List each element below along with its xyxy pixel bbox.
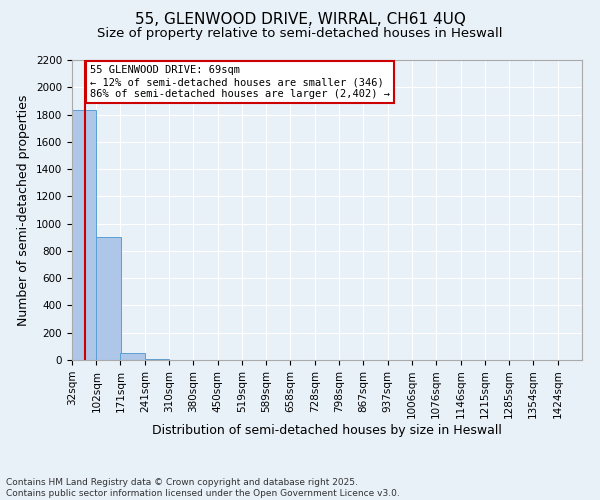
Bar xyxy=(97,238,121,360)
Text: Contains HM Land Registry data © Crown copyright and database right 2025.
Contai: Contains HM Land Registry data © Crown c… xyxy=(6,478,400,498)
Text: Size of property relative to semi-detached houses in Heswall: Size of property relative to semi-detach… xyxy=(97,28,503,40)
X-axis label: Distribution of semi-detached houses by size in Heswall: Distribution of semi-detached houses by … xyxy=(152,424,502,437)
Text: 55, GLENWOOD DRIVE, WIRRAL, CH61 4UQ: 55, GLENWOOD DRIVE, WIRRAL, CH61 4UQ xyxy=(134,12,466,28)
Bar xyxy=(121,353,145,360)
Text: 55 GLENWOOD DRIVE: 69sqm
← 12% of semi-detached houses are smaller (346)
86% of : 55 GLENWOOD DRIVE: 69sqm ← 12% of semi-d… xyxy=(90,66,390,98)
Y-axis label: Number of semi-detached properties: Number of semi-detached properties xyxy=(17,94,31,326)
Bar xyxy=(72,110,97,360)
